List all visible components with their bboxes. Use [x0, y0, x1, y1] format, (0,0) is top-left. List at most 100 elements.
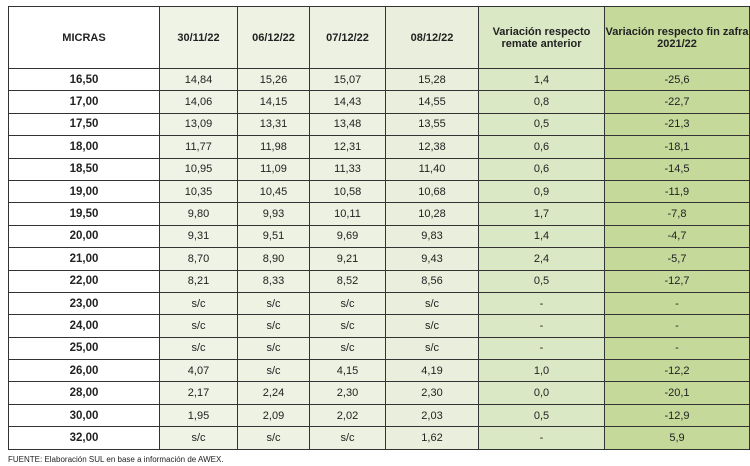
cell-date-2: s/c	[237, 336, 310, 361]
cell-date-3: 12,31	[309, 135, 386, 159]
cell-date-3: 10,58	[309, 179, 386, 204]
header-date-1: 30/11/22	[159, 6, 238, 69]
cell-date-1: 2,17	[159, 381, 238, 405]
table-row: 19,00 10,35 10,45 10,58 10,68 0,9 -11,9	[8, 179, 750, 204]
cell-var-zafra: -12,7	[604, 269, 750, 293]
cell-var-anterior: 0,6	[478, 157, 605, 181]
cell-var-anterior: 1,0	[478, 359, 605, 383]
cell-date-4: 2,03	[385, 403, 479, 428]
cell-var-zafra: -	[604, 291, 750, 316]
table-row: 30,00 1,95 2,09 2,02 2,03 0,5 -12,9	[8, 403, 750, 428]
cell-micras: 17,50	[8, 112, 160, 137]
cell-date-2: 14,15	[237, 90, 310, 114]
cell-var-zafra: -	[604, 336, 750, 361]
cell-date-1: 10,95	[159, 157, 238, 181]
cell-date-3: s/c	[309, 314, 386, 338]
cell-date-3: 11,33	[309, 157, 386, 181]
cell-var-zafra: -12,2	[604, 359, 750, 383]
cell-micras: 17,00	[8, 90, 160, 114]
cell-var-anterior: 0,5	[478, 112, 605, 137]
table-row: 28,00 2,17 2,24 2,30 2,30 0,0 -20,1	[8, 381, 750, 405]
table-row: 25,00 s/c s/c s/c s/c - -	[8, 336, 750, 361]
cell-var-anterior: 0,9	[478, 179, 605, 204]
cell-date-1: 10,35	[159, 179, 238, 204]
cell-date-3: 14,43	[309, 90, 386, 114]
cell-date-2: 2,24	[237, 381, 310, 405]
cell-date-1: 9,31	[159, 224, 238, 249]
cell-var-anterior: 0,5	[478, 403, 605, 428]
header-date-2: 06/12/22	[237, 6, 310, 69]
table-row: 16,50 14,84 15,26 15,07 15,28 1,4 -25,6	[8, 67, 750, 92]
cell-micras: 23,00	[8, 291, 160, 316]
table-row: 24,00 s/c s/c s/c s/c - -	[8, 314, 750, 338]
table-row: 20,00 9,31 9,51 9,69 9,83 1,4 -4,7	[8, 224, 750, 249]
cell-date-4: 13,55	[385, 112, 479, 137]
cell-date-2: 11,98	[237, 135, 310, 159]
cell-date-1: s/c	[159, 314, 238, 338]
table-row: 19,50 9,80 9,93 10,11 10,28 1,7 -7,8	[8, 202, 750, 226]
cell-date-2: 10,45	[237, 179, 310, 204]
cell-date-1: 4,07	[159, 359, 238, 383]
cell-var-zafra: -25,6	[604, 67, 750, 92]
cell-micras: 21,00	[8, 247, 160, 271]
cell-micras: 30,00	[8, 403, 160, 428]
cell-date-2: s/c	[237, 426, 310, 450]
cell-var-zafra: -12,9	[604, 403, 750, 428]
header-row: MICRAS 30/11/22 06/12/22 07/12/22 08/12/…	[8, 6, 750, 69]
cell-date-3: 9,21	[309, 247, 386, 271]
cell-var-anterior: -	[478, 336, 605, 361]
cell-var-zafra: -21,3	[604, 112, 750, 137]
cell-micras: 26,00	[8, 359, 160, 383]
cell-date-3: s/c	[309, 426, 386, 450]
cell-var-anterior: 2,4	[478, 247, 605, 271]
cell-date-1: 11,77	[159, 135, 238, 159]
cell-var-zafra: -	[604, 314, 750, 338]
cell-var-zafra: -20,1	[604, 381, 750, 405]
cell-var-zafra: -11,9	[604, 179, 750, 204]
cell-micras: 19,50	[8, 202, 160, 226]
cell-date-1: 8,21	[159, 269, 238, 293]
cell-var-anterior: -	[478, 291, 605, 316]
cell-var-zafra: -18,1	[604, 135, 750, 159]
cell-var-anterior: 0,0	[478, 381, 605, 405]
cell-micras: 18,50	[8, 157, 160, 181]
header-micras: MICRAS	[8, 6, 160, 69]
cell-micras: 19,00	[8, 179, 160, 204]
cell-date-1: 1,95	[159, 403, 238, 428]
table-row: 32,00 s/c s/c s/c 1,62-5,9	[8, 426, 750, 450]
cell-date-4: 4,19	[385, 359, 479, 383]
cell-var-anterior: -	[478, 426, 605, 450]
cell-var-anterior: 0,8	[478, 90, 605, 114]
micras-price-table: MICRAS 30/11/22 06/12/22 07/12/22 08/12/…	[8, 6, 750, 450]
cell-var-zafra: -4,7	[604, 224, 750, 249]
cell-date-1: s/c	[159, 291, 238, 316]
cell-date-2: 13,31	[237, 112, 310, 137]
cell-date-4: s/c	[385, 336, 479, 361]
cell-date-4: s/c	[385, 291, 479, 316]
cell-date-1: 8,70	[159, 247, 238, 271]
table-row: 26,00 4,07 s/c 4,15 4,19 1,0 -12,2	[8, 359, 750, 383]
cell-date-3: 9,69	[309, 224, 386, 249]
cell-date-1: s/c	[159, 426, 238, 450]
cell-var-zafra: -7,8	[604, 202, 750, 226]
cell-var-anterior: 0,6	[478, 135, 605, 159]
table-row: 18,50 10,95 11,09 11,33 11,40 0,6 -14,5	[8, 157, 750, 181]
cell-date-2: 15,26	[237, 67, 310, 92]
cell-var-anterior: 1,4	[478, 67, 605, 92]
cell-micras: 18,00	[8, 135, 160, 159]
cell-date-3: 8,52	[309, 269, 386, 293]
cell-micras: 24,00	[8, 314, 160, 338]
cell-date-3: 2,02	[309, 403, 386, 428]
table-row: 18,00 11,77 11,98 12,31 12,38 0,6 -18,1	[8, 135, 750, 159]
cell-date-4: 15,28	[385, 67, 479, 92]
cell-micras: 22,00	[8, 269, 160, 293]
cell-var-zafra: 5,9	[604, 426, 750, 450]
table-row: 23,00 s/c s/c s/c s/c - -	[8, 291, 750, 316]
table-row: 17,00 14,06 14,15 14,43 14,55 0,8 -22,7	[8, 90, 750, 114]
cell-date-1: 14,84	[159, 67, 238, 92]
cell-date-4: 9,83	[385, 224, 479, 249]
cell-micras: 16,50	[8, 67, 160, 92]
cell-date-4: 10,28	[385, 202, 479, 226]
cell-date-2: s/c	[237, 314, 310, 338]
cell-date-2: s/c	[237, 359, 310, 383]
